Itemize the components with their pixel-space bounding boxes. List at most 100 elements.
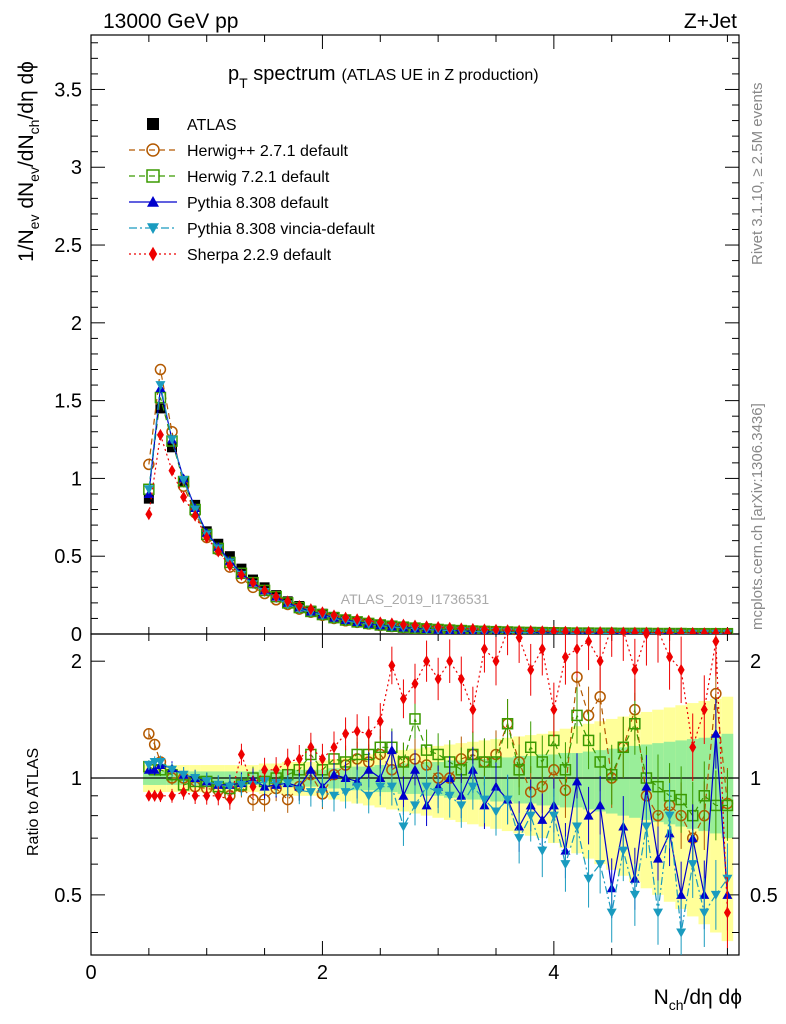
main-data-point — [145, 508, 153, 521]
main-data-point — [608, 626, 616, 634]
ratio-data-point — [641, 781, 652, 791]
ratio-data-point — [190, 774, 201, 784]
ratio-data-point — [259, 777, 270, 787]
ratio-data-point — [618, 846, 629, 856]
main-data-point — [689, 626, 697, 634]
ratio-data-point — [143, 728, 155, 740]
ratio-data-point — [149, 764, 160, 774]
ratio-data-point — [180, 786, 188, 799]
ratio-data-point — [340, 788, 351, 798]
ratio-data-point — [224, 782, 235, 792]
ratio-data-point — [363, 764, 374, 774]
main-data-point — [203, 531, 211, 544]
ratio-data-point — [178, 770, 189, 780]
ratio-data-point — [642, 634, 650, 640]
main-data-point — [237, 568, 245, 581]
main-series-group — [143, 363, 734, 634]
legend-entry-label: Pythia 8.308 default — [187, 195, 329, 212]
ratio-data-point — [710, 890, 721, 900]
ratio-data-point — [594, 756, 606, 768]
ratio-data-point — [305, 764, 316, 774]
ratio-data-point — [492, 655, 500, 668]
ratio-data-point — [272, 763, 280, 776]
ratio-data-point — [375, 782, 386, 792]
main-data-point — [411, 619, 419, 632]
main-data-point — [423, 620, 431, 633]
main-data-point — [446, 621, 454, 634]
ratio-data-point — [351, 748, 363, 761]
ratio-data-point — [513, 764, 525, 776]
ratio-data-point — [631, 663, 639, 676]
main-data-point — [469, 622, 477, 634]
ratio-data-point — [629, 717, 641, 730]
ratio-data-point — [399, 692, 407, 705]
ratio-data-point — [548, 811, 559, 821]
ratio-data-point — [444, 791, 455, 801]
plot-title: pT spectrum (ATLAS UE in Z production) — [228, 63, 539, 91]
ratio-data-point — [167, 765, 177, 775]
y-tick-label-ratio-left: 2 — [71, 651, 82, 673]
ratio-data-point — [329, 791, 339, 801]
main-data-point — [168, 464, 176, 477]
ratio-data-point — [318, 752, 326, 765]
ratio-data-point — [374, 741, 387, 754]
ratio-data-point — [467, 782, 478, 792]
ratio-data-point — [621, 634, 625, 637]
ratio-data-point — [469, 703, 477, 716]
ratio-data-point — [675, 793, 687, 806]
ratio-data-point — [155, 757, 166, 767]
main-data-point — [723, 627, 731, 634]
main-data-point — [573, 625, 581, 634]
main-data-point — [167, 435, 177, 445]
green-band-bin — [617, 747, 630, 816]
ratio-data-point — [330, 741, 338, 754]
ratio-data-point — [271, 779, 282, 789]
main-data-point — [295, 599, 303, 612]
ratio-data-point — [687, 860, 698, 870]
ratio-data-point — [698, 790, 711, 802]
main-data-point — [143, 458, 155, 471]
x-tick-label: 4 — [548, 962, 559, 984]
main-data-point — [353, 613, 361, 626]
y-axis-label-ratio: Ratio to ATLAS — [25, 748, 42, 856]
legend-marker — [147, 223, 159, 234]
ratio-data-point — [501, 717, 514, 730]
ratio-data-point — [676, 928, 687, 938]
ratio-data-point — [561, 651, 569, 664]
main-data-point — [527, 624, 535, 634]
ratio-data-point — [606, 908, 617, 918]
energy-label: 13000 GeV pp — [103, 10, 238, 33]
ratio-data-point — [397, 756, 410, 768]
ratio-data-point — [583, 874, 594, 884]
ratio-data-point — [653, 853, 663, 863]
ratio-series-line — [148, 713, 728, 817]
ratio-data-point — [712, 635, 720, 648]
main-data-point — [178, 475, 189, 485]
title-paren: (ATLAS UE in Z production) — [342, 67, 539, 84]
ratio-data-point — [629, 890, 640, 900]
main-data-point — [330, 609, 338, 622]
main-data-point — [272, 590, 280, 603]
ratio-data-point — [237, 748, 245, 761]
ratio-data-point — [352, 782, 363, 792]
green-band-bin — [629, 745, 641, 818]
ratio-data-point — [538, 642, 546, 655]
y-axis-label-main: 1/Nev dNev/dNch/dη dϕ — [15, 61, 42, 262]
ratio-data-point — [525, 811, 536, 821]
legend-entry-label: Sherpa 2.2.9 default — [187, 247, 332, 264]
ratio-data-point — [261, 763, 269, 776]
ratio-data-point — [282, 779, 293, 789]
main-data-point — [457, 622, 465, 634]
y-tick-label-ratio-left: 1 — [71, 768, 82, 790]
main-data-point — [143, 493, 154, 504]
ratio-data-point — [537, 846, 548, 856]
main-data-point — [226, 559, 234, 572]
title-sub: T — [239, 75, 248, 91]
ratio-data-point — [457, 672, 465, 685]
x-tick-label: 2 — [317, 962, 328, 984]
ratio-series-line — [148, 733, 729, 895]
y-tick-label-main: 3.5 — [54, 79, 82, 101]
process-label: Z+Jet — [684, 10, 737, 33]
ratio-data-point — [342, 727, 350, 740]
